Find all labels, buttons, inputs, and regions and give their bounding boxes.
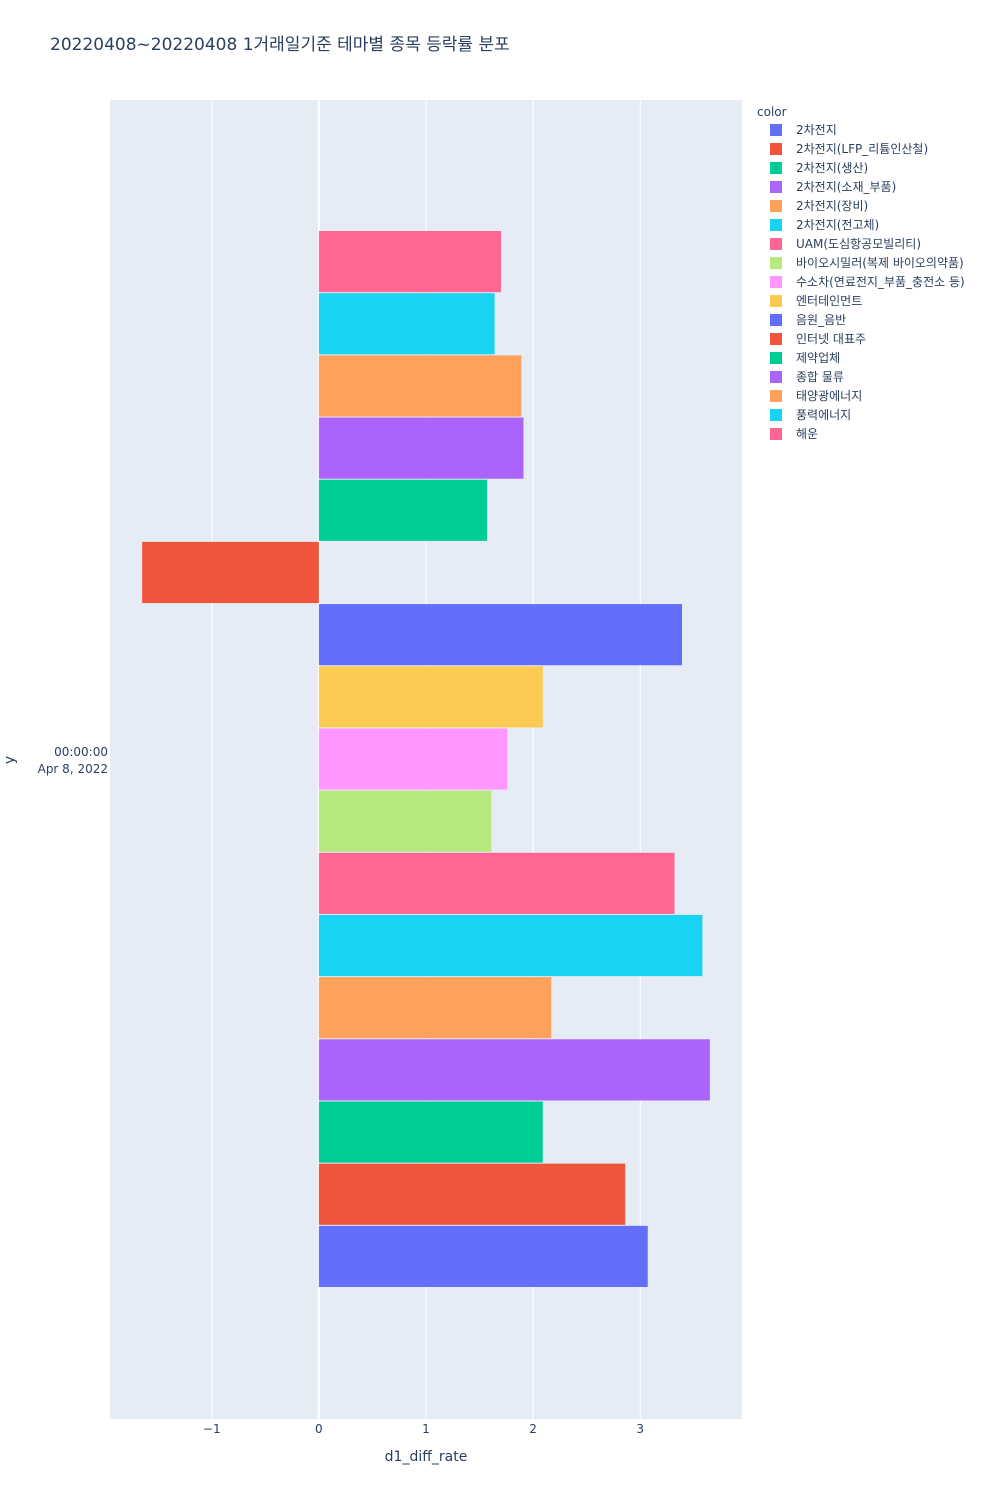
legend-swatch[interactable]: [770, 124, 782, 136]
legend-label[interactable]: 태양광에너지: [796, 389, 862, 403]
legend-label[interactable]: 해운: [796, 427, 818, 441]
legend-label[interactable]: 2차전지(생산): [796, 161, 868, 175]
legend: color 2차전지 2차전지(LFP_리튬인산철) 2차전지(생산) 2차전지(소재…: [757, 105, 965, 441]
legend-label[interactable]: UAM(도심항공모빌리티): [796, 237, 921, 251]
legend-label[interactable]: 수소차(연료전지_부품_충전소 등): [796, 275, 965, 289]
legend-title: color: [757, 105, 787, 119]
y-axis-title: y: [2, 756, 18, 764]
y-tick-label-time: 00:00:00: [54, 745, 108, 759]
bar[interactable]: [318, 231, 501, 293]
legend-label[interactable]: 2차전지(LFP_리튬인산철): [796, 142, 928, 156]
x-tick-label: −1: [203, 1422, 221, 1436]
y-tick-label-date: Apr 8, 2022: [38, 762, 108, 776]
bar[interactable]: [318, 790, 492, 852]
bars: [142, 231, 710, 1287]
legend-swatch[interactable]: [770, 219, 782, 231]
bar[interactable]: [318, 728, 508, 790]
bar[interactable]: [318, 852, 675, 914]
legend-swatch[interactable]: [770, 200, 782, 212]
legend-label[interactable]: 2차전지: [796, 123, 837, 137]
x-tick-label: 3: [636, 1422, 644, 1436]
legend-label[interactable]: 종합 물류: [796, 370, 844, 384]
bar[interactable]: [318, 1039, 710, 1101]
legend-swatch[interactable]: [770, 276, 782, 288]
legend-label[interactable]: 풍력에너지: [796, 408, 851, 422]
legend-label[interactable]: 음원_음반: [796, 313, 846, 327]
x-tick-label: 2: [529, 1422, 537, 1436]
legend-swatch[interactable]: [770, 162, 782, 174]
x-tick-label: 1: [422, 1422, 430, 1436]
legend-label[interactable]: 제약업체: [796, 350, 840, 365]
bar[interactable]: [318, 977, 552, 1039]
bar[interactable]: [318, 1163, 626, 1225]
bar[interactable]: [318, 1101, 543, 1163]
legend-swatch[interactable]: [770, 428, 782, 440]
bar[interactable]: [318, 666, 543, 728]
bar[interactable]: [318, 1225, 648, 1287]
x-tick-labels: −1 0 1 2 3: [203, 1422, 644, 1436]
legend-label[interactable]: 바이오시밀러(복제 바이오의약품): [796, 255, 964, 270]
legend-label[interactable]: 2차전지(전고체): [796, 218, 879, 232]
legend-swatch[interactable]: [770, 257, 782, 269]
chart-title: 20220408~20220408 1거래일기준 테마별 종목 등락률 분포: [50, 35, 510, 55]
legend-swatch[interactable]: [770, 409, 782, 421]
legend-swatch[interactable]: [770, 352, 782, 364]
bar[interactable]: [318, 293, 495, 355]
legend-label[interactable]: 2차전지(장비): [796, 199, 868, 213]
legend-swatch[interactable]: [770, 143, 782, 155]
legend-swatch[interactable]: [770, 238, 782, 250]
legend-swatch[interactable]: [770, 390, 782, 402]
bar[interactable]: [318, 479, 488, 541]
bar[interactable]: [318, 604, 683, 666]
legend-label[interactable]: 2차전지(소재_부품): [796, 180, 896, 194]
legend-label[interactable]: 인터넷 대표주: [796, 332, 866, 346]
legend-label[interactable]: 엔터테인먼트: [796, 294, 862, 308]
legend-swatch[interactable]: [770, 333, 782, 345]
bar[interactable]: [318, 355, 522, 417]
legend-swatch[interactable]: [770, 314, 782, 326]
legend-swatch[interactable]: [770, 371, 782, 383]
bar[interactable]: [318, 914, 703, 977]
bar[interactable]: [142, 541, 319, 604]
x-tick-label: 0: [315, 1422, 323, 1436]
x-axis-title: d1_diff_rate: [385, 1449, 468, 1465]
bar[interactable]: [318, 417, 524, 479]
legend-swatch[interactable]: [770, 181, 782, 193]
legend-swatch[interactable]: [770, 295, 782, 307]
